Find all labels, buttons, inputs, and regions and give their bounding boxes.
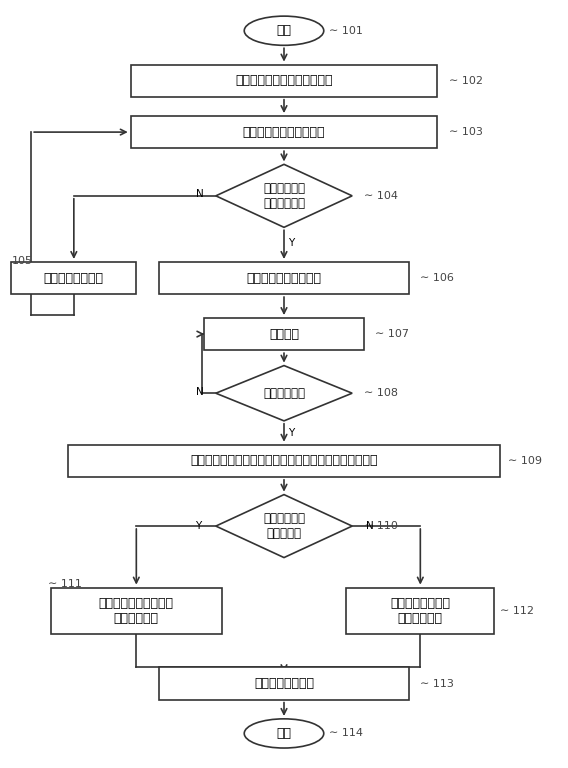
FancyBboxPatch shape [11,262,136,294]
FancyBboxPatch shape [68,445,500,477]
Polygon shape [216,495,352,558]
Text: 检测触摸屏上实际按住的触摸区域个数，与设定个数比较: 检测触摸屏上实际按住的触摸区域个数，与设定个数比较 [190,455,378,467]
Text: N: N [195,386,203,397]
Text: Y: Y [288,428,294,439]
Text: 判定触摸屏正常，
输出判定结果: 判定触摸屏正常， 输出判定结果 [390,597,450,624]
Text: 计时时间到？: 计时时间到？ [263,387,305,399]
FancyBboxPatch shape [51,588,222,634]
Text: 判定触摸屏出现故障，
输出判定结果: 判定触摸屏出现故障， 输出判定结果 [99,597,174,624]
Text: ∼ 104: ∼ 104 [364,190,398,201]
Text: ∼ 108: ∼ 108 [364,388,398,399]
Text: N: N [366,521,374,531]
Text: 在触摸屏上显示多个触摸区域: 在触摸屏上显示多个触摸区域 [235,74,333,87]
FancyBboxPatch shape [159,667,409,700]
Text: 实际个数大于
设定个数？: 实际个数大于 设定个数？ [263,512,305,540]
Text: ∼ 106: ∼ 106 [420,273,454,283]
Text: ∼ 112: ∼ 112 [500,605,534,616]
Text: 按住触摸屏上的触摸区域: 按住触摸屏上的触摸区域 [243,126,325,138]
Text: 结束: 结束 [277,727,291,740]
Polygon shape [216,164,352,227]
Text: ∼ 103: ∼ 103 [449,127,483,137]
Text: 退出该次测试过程: 退出该次测试过程 [254,677,314,690]
Ellipse shape [244,16,324,45]
FancyBboxPatch shape [346,588,494,634]
Text: 105: 105 [11,256,32,266]
Text: 正确按住所需
的触摸区域？: 正确按住所需 的触摸区域？ [263,182,305,210]
Text: ∼ 111: ∼ 111 [48,578,82,589]
Text: 开始计时: 开始计时 [269,328,299,340]
Text: ∼ 113: ∼ 113 [420,678,454,689]
Ellipse shape [244,719,324,748]
Text: Y: Y [195,521,202,531]
Text: 获取触摸区域设定个数: 获取触摸区域设定个数 [247,272,321,284]
Text: N: N [195,188,203,199]
FancyBboxPatch shape [204,318,364,350]
FancyBboxPatch shape [159,262,409,294]
Polygon shape [216,366,352,421]
Text: Y: Y [288,237,294,248]
Text: ∼ 110: ∼ 110 [364,521,398,531]
Text: 判定测试操作错误: 判定测试操作错误 [44,272,104,284]
Text: ∼ 107: ∼ 107 [375,329,409,339]
FancyBboxPatch shape [131,116,437,148]
Text: ∼ 101: ∼ 101 [329,25,364,36]
Text: ∼ 114: ∼ 114 [329,728,364,739]
FancyBboxPatch shape [131,65,437,97]
Text: 开始: 开始 [277,25,291,37]
Text: ∼ 102: ∼ 102 [449,75,483,86]
Text: ∼ 109: ∼ 109 [508,455,542,466]
